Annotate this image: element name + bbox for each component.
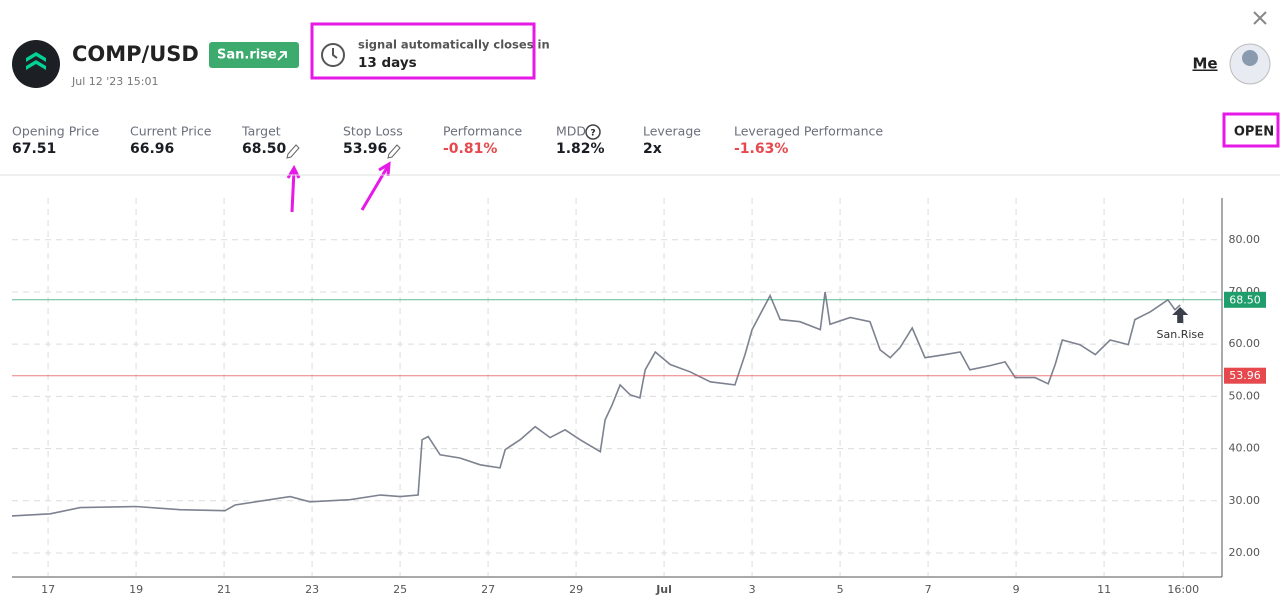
reference-label-box	[1224, 291, 1266, 308]
help-glyph: ?	[590, 129, 595, 139]
stat-label: MDD	[556, 124, 586, 139]
coin-logo-mark	[26, 52, 46, 70]
highlight-box	[1222, 112, 1280, 148]
signal-label: signal automatically closes in	[358, 38, 550, 52]
x-tick-label: 3	[749, 583, 756, 596]
edit-target[interactable]	[286, 144, 300, 159]
edit-stop-loss[interactable]	[387, 144, 401, 159]
status: OPEN	[1234, 125, 1274, 140]
stat-value: 68.50	[242, 141, 287, 157]
x-tick-label: 27	[481, 583, 495, 596]
x-tick-label: 16:00	[1167, 583, 1199, 596]
stat-value: 67.51	[12, 141, 56, 157]
x-tick-label: 21	[217, 583, 231, 596]
x-tick-label: 29	[569, 583, 583, 596]
y-tick-label: 30.00	[1229, 494, 1261, 507]
reference-label: 68.50	[1229, 293, 1261, 306]
badge[interactable]	[209, 42, 299, 68]
avatar-face	[1242, 50, 1258, 66]
stat-label: Leverage	[643, 124, 701, 139]
symbol: COMP/USD	[72, 42, 199, 66]
close-button[interactable]	[1253, 11, 1267, 25]
badge-arrow	[277, 51, 287, 61]
clock-icon	[321, 43, 345, 67]
x-tick-label: 25	[393, 583, 407, 596]
x-tick-label: Jul	[655, 583, 672, 596]
stat-value: 53.96	[343, 141, 387, 157]
y-tick-label: 60.00	[1229, 337, 1261, 350]
x-tick-label: 17	[41, 583, 55, 596]
x-tick-label: 19	[129, 583, 143, 596]
stat-value: 2x	[643, 141, 662, 157]
stat-label: Performance	[443, 124, 523, 139]
price-line	[11, 291, 1181, 517]
user-link[interactable]: Me	[1192, 55, 1217, 73]
stat-label: Target	[241, 124, 281, 139]
badge-text: San.rise	[217, 48, 277, 63]
x-tick-label: 9	[1013, 583, 1020, 596]
x-tick-label: 23	[305, 583, 319, 596]
y-tick-label: 50.00	[1229, 389, 1261, 402]
reference-label: 53.96	[1229, 369, 1261, 382]
stat-value: 1.82%	[556, 141, 605, 157]
stat-value: -0.81%	[443, 141, 497, 157]
annotation-arrow	[1172, 307, 1189, 324]
x-tick-label: 11	[1097, 583, 1111, 596]
pointer-arrow	[360, 161, 391, 211]
clock-hands	[332, 48, 338, 59]
stat-label: Leveraged Performance	[734, 124, 883, 139]
help-icon[interactable]	[585, 124, 601, 140]
date: Jul 12 '23 15:01	[71, 75, 158, 88]
stat-label: Stop Loss	[343, 124, 403, 139]
y-tick-label: 20.00	[1229, 546, 1261, 559]
signal-value: 13 days	[358, 55, 417, 71]
annotation-text: San.Rise	[1157, 328, 1205, 341]
stat-label: Opening Price	[12, 124, 99, 139]
stat-value: -1.63%	[734, 141, 788, 157]
stat-value: 66.96	[130, 141, 174, 157]
reference-label-box	[1224, 367, 1266, 384]
x-tick-label: 7	[925, 583, 932, 596]
highlight-box	[310, 22, 536, 80]
y-tick-label: 80.00	[1229, 233, 1261, 246]
y-tick-label: 40.00	[1229, 442, 1261, 455]
x-tick-label: 5	[837, 583, 844, 596]
stat-label: Current Price	[130, 124, 212, 139]
